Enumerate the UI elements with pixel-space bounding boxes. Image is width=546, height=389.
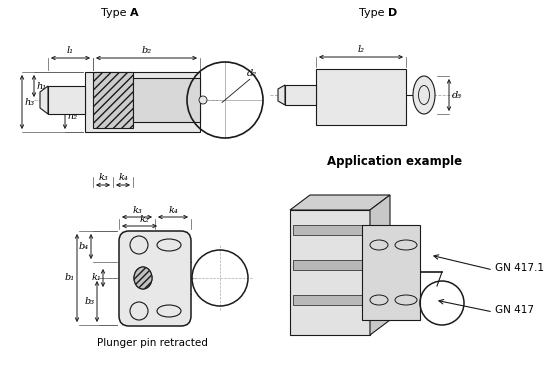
Ellipse shape — [134, 267, 152, 289]
Text: b₁: b₁ — [65, 273, 75, 282]
Text: Application example: Application example — [328, 155, 462, 168]
Text: l₂: l₂ — [358, 45, 365, 54]
Text: b₂: b₂ — [141, 46, 152, 55]
Text: GN 417.1: GN 417.1 — [495, 263, 544, 273]
Text: Type: Type — [101, 8, 130, 18]
Text: k₄: k₄ — [168, 206, 178, 215]
Polygon shape — [293, 225, 367, 235]
Text: b₄: b₄ — [79, 242, 89, 251]
Text: h₃: h₃ — [25, 98, 35, 107]
Polygon shape — [285, 85, 316, 105]
Polygon shape — [290, 195, 390, 210]
Text: k₄: k₄ — [118, 173, 128, 182]
Polygon shape — [93, 72, 133, 128]
Polygon shape — [85, 72, 200, 132]
Text: A: A — [130, 8, 139, 18]
Text: GN 417: GN 417 — [495, 305, 534, 315]
Text: d₁: d₁ — [53, 96, 63, 105]
Text: l₁: l₁ — [67, 46, 74, 55]
Polygon shape — [48, 86, 85, 114]
Polygon shape — [362, 225, 420, 320]
Polygon shape — [370, 195, 390, 335]
Text: b₃: b₃ — [85, 297, 95, 306]
Polygon shape — [133, 78, 200, 122]
Text: k₃: k₃ — [132, 206, 142, 215]
Text: Plunger pin retracted: Plunger pin retracted — [97, 338, 207, 348]
Text: d₂: d₂ — [247, 69, 257, 78]
FancyBboxPatch shape — [119, 231, 191, 326]
Text: h₁: h₁ — [37, 82, 47, 91]
Text: d₃: d₃ — [452, 91, 462, 100]
Ellipse shape — [413, 76, 435, 114]
Text: Type: Type — [359, 8, 388, 18]
Text: k₃: k₃ — [98, 173, 108, 182]
Polygon shape — [293, 260, 367, 270]
Polygon shape — [40, 86, 48, 114]
Polygon shape — [278, 85, 285, 105]
Text: k₁: k₁ — [91, 273, 101, 282]
Text: k₂: k₂ — [140, 215, 150, 224]
Polygon shape — [293, 295, 367, 305]
Text: h₂: h₂ — [68, 112, 78, 121]
Polygon shape — [316, 69, 406, 125]
Ellipse shape — [134, 267, 152, 289]
Ellipse shape — [199, 96, 207, 104]
Polygon shape — [290, 210, 370, 335]
Text: D: D — [388, 8, 397, 18]
